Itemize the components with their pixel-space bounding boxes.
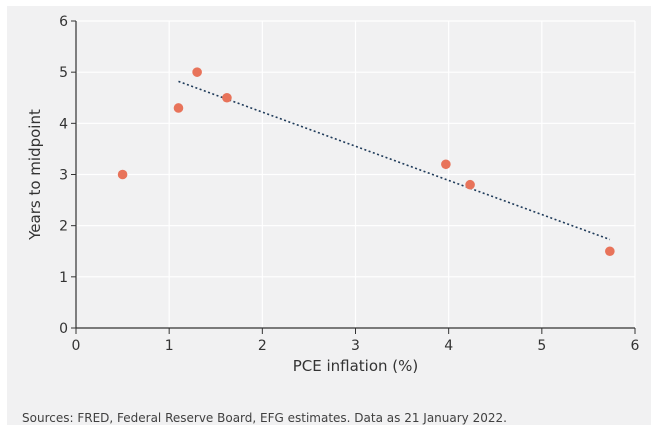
x-tick-label: 2 [258,338,267,354]
chart-panel [7,6,651,425]
y-axis-label: Years to midpoint [26,109,44,241]
x-axis-label: PCE inflation (%) [293,357,419,375]
y-tick-label: 0 [59,321,68,337]
y-tick-label: 4 [59,116,68,132]
data-point [192,67,202,77]
y-tick-label: 6 [59,14,68,30]
y-tick-label: 3 [59,168,68,184]
x-tick-label: 1 [165,338,174,354]
y-tick-label: 2 [59,219,68,235]
data-point [222,92,232,103]
data-point [117,169,128,180]
data-point [441,159,451,170]
tick-labels: 0 1 2 3 4 5 6 0 1 2 3 4 5 6 [59,14,639,354]
source-note: Sources: FRED, Federal Reserve Board, EF… [22,411,507,425]
trendline [178,80,611,241]
data-point [173,103,184,113]
data-point [465,179,475,190]
grid-lines [76,20,636,328]
data-points [117,67,615,257]
x-tick-label: 4 [444,338,453,354]
x-tick-label: 6 [631,338,640,354]
x-tick-label: 0 [72,338,81,354]
x-tick-label: 5 [537,338,546,354]
y-tick-label: 5 [59,65,68,81]
axes [71,20,636,334]
data-point [605,246,615,257]
x-tick-label: 3 [351,338,360,354]
y-tick-label: 1 [59,270,68,286]
